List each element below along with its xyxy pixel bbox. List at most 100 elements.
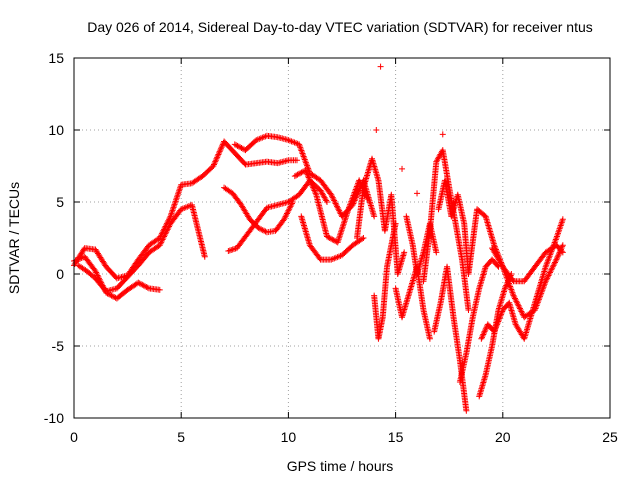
data-point-marker (559, 249, 566, 256)
data-point-marker (331, 199, 338, 205)
data-point-marker (144, 284, 151, 291)
data-point-marker (479, 332, 486, 339)
data-point-marker (559, 242, 566, 249)
data-point-marker (214, 152, 221, 159)
data-point-marker (546, 269, 553, 276)
data-point-marker (138, 281, 144, 288)
data-point-marker (164, 226, 171, 233)
data-point-marker (433, 249, 440, 256)
data-point-marker (284, 209, 291, 216)
data-point-marker (328, 193, 335, 200)
data-point-marker (549, 263, 556, 270)
data-point-marker (323, 199, 330, 205)
data-point-marker (298, 169, 305, 176)
data-point-marker (210, 161, 217, 168)
data-point-marker (231, 141, 238, 148)
data-point-marker (283, 211, 290, 218)
data-point-marker (554, 255, 561, 262)
data-point-marker (291, 173, 298, 180)
data-point-marker (140, 282, 147, 289)
data-point-marker (93, 269, 100, 276)
data-point-marker (504, 279, 511, 286)
data-point-marker (286, 204, 293, 211)
data-point-marker (156, 242, 163, 249)
data-point-marker (297, 170, 304, 177)
data-point-marker (547, 268, 554, 275)
data-point-marker (328, 235, 335, 242)
data-point-marker (306, 175, 313, 182)
data-point-marker (241, 160, 248, 167)
data-point-marker (235, 143, 242, 150)
data-point-marker (303, 168, 310, 175)
data-point-marker (512, 296, 519, 303)
data-point-marker (332, 200, 339, 207)
x-tick-label: 25 (602, 429, 618, 445)
data-point-marker (107, 291, 114, 298)
data-point-marker (161, 232, 168, 239)
data-point-marker (309, 183, 316, 190)
data-point-marker (310, 186, 317, 193)
data-point-marker (479, 334, 486, 341)
data-point-marker (482, 327, 489, 334)
data-point-marker (329, 194, 336, 201)
data-point-marker (217, 147, 224, 154)
data-point-marker (501, 285, 508, 292)
data-point-marker (316, 255, 323, 262)
data-point-marker (308, 180, 315, 187)
data-point-marker (330, 196, 337, 203)
data-point-marker (306, 177, 313, 184)
data-point-marker (554, 253, 561, 260)
data-point-marker (238, 145, 245, 151)
data-point-marker (310, 184, 317, 191)
data-point-marker (463, 407, 470, 414)
data-point-marker (482, 325, 489, 332)
data-point-marker (334, 204, 341, 211)
x-tick-label: 20 (495, 429, 511, 445)
data-point-marker (303, 170, 310, 177)
data-point-marker (210, 163, 217, 169)
data-point-marker (323, 197, 330, 204)
x-tick-label: 0 (70, 429, 78, 445)
data-point-marker (336, 207, 343, 214)
data-point-marker (312, 190, 319, 197)
data-point-marker (465, 307, 472, 313)
data-point-marker (286, 206, 293, 213)
data-point-marker (555, 250, 562, 257)
data-point-marker (331, 197, 338, 204)
data-point-marker (281, 214, 288, 221)
data-point-marker (544, 275, 551, 282)
data-point-marker (258, 226, 265, 233)
data-point-marker (261, 227, 268, 234)
data-point-marker (377, 63, 384, 70)
y-tick-label: 5 (56, 194, 64, 210)
data-point-marker (326, 235, 333, 241)
data-point-marker (364, 194, 371, 201)
chart-title: Day 026 of 2014, Sidereal Day-to-day VTE… (87, 19, 593, 35)
data-point-marker (505, 278, 512, 285)
data-point-marker (551, 259, 558, 266)
data-point-marker (363, 193, 370, 200)
data-point-marker (549, 265, 556, 272)
data-point-marker (293, 157, 300, 164)
y-axis-label: SDTVAR / TECUs (6, 182, 22, 294)
data-point-marker (304, 171, 311, 178)
data-point-marker (142, 283, 149, 290)
data-point-marker (212, 157, 219, 164)
data-point-marker (93, 271, 100, 277)
data-point-marker (234, 142, 241, 149)
data-point-marker (559, 216, 566, 223)
data-point-marker (135, 279, 142, 286)
data-point-marker (305, 173, 312, 180)
data-point-marker (109, 293, 116, 300)
x-tick-label: 15 (388, 429, 404, 445)
data-point-marker (302, 167, 309, 174)
data-point-marker (513, 298, 520, 305)
data-point-marker (356, 177, 363, 184)
data-point-marker (158, 239, 165, 246)
x-tick-label: 10 (281, 429, 297, 445)
data-point-marker (359, 235, 366, 242)
data-point-marker (312, 188, 319, 195)
data-point-marker (308, 181, 315, 188)
data-point-marker (162, 230, 169, 237)
